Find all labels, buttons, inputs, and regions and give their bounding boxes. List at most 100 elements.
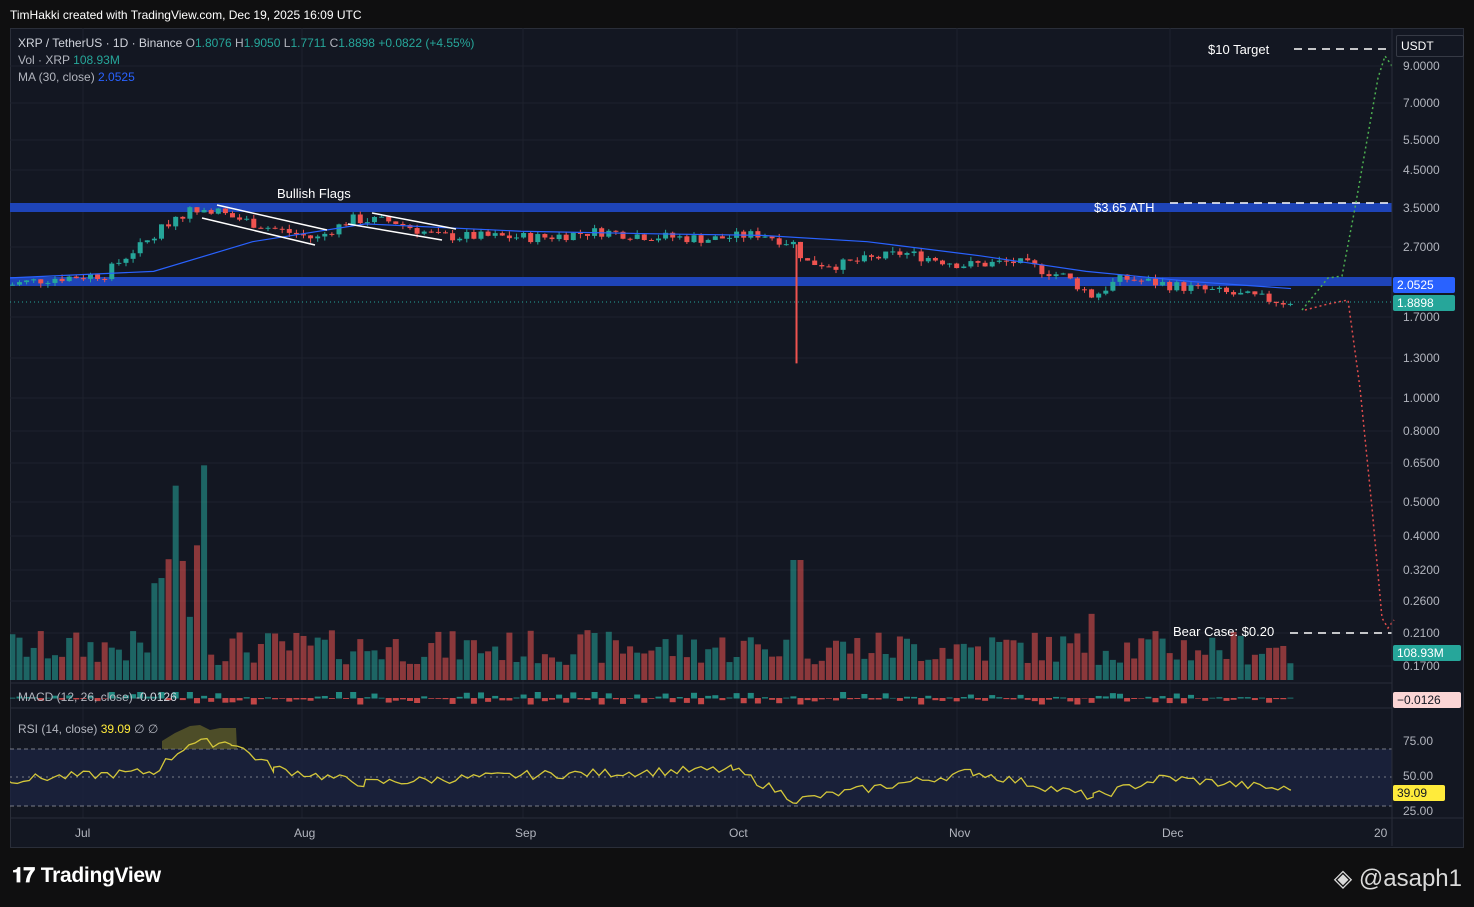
volume-bar bbox=[911, 644, 918, 680]
macd-bar bbox=[591, 692, 598, 699]
volume-bar bbox=[747, 637, 754, 680]
price-tick-label: 7.0000 bbox=[1403, 96, 1440, 110]
candle-body bbox=[1110, 281, 1116, 291]
macd-bar bbox=[896, 698, 903, 701]
volume-bar bbox=[605, 631, 612, 680]
macd-bar bbox=[1116, 693, 1123, 699]
macd-bar bbox=[570, 692, 577, 699]
volume-bar bbox=[584, 630, 591, 680]
volume-bar bbox=[172, 485, 179, 680]
volume-bar bbox=[541, 654, 548, 680]
ath-label: $3.65 ATH bbox=[1094, 200, 1154, 215]
volume-bar bbox=[279, 641, 286, 680]
volume-bar bbox=[634, 652, 641, 680]
candle-body bbox=[783, 244, 789, 246]
volume-bar bbox=[286, 650, 293, 680]
macd-bar bbox=[527, 698, 534, 705]
volume-bar bbox=[967, 647, 974, 680]
candle-body bbox=[109, 263, 115, 280]
macd-bar bbox=[399, 698, 406, 700]
candle-body bbox=[435, 231, 441, 233]
macd-bar bbox=[470, 698, 477, 704]
price-tick-label: 5.5000 bbox=[1403, 133, 1440, 147]
macd-bar bbox=[449, 698, 456, 704]
time-axis-ticks: Jul Aug Sep Oct Nov Dec 20 bbox=[75, 826, 1388, 840]
volume-bar bbox=[1209, 637, 1216, 680]
macd-bar bbox=[1230, 698, 1237, 700]
price-tick-label: 0.5000 bbox=[1403, 495, 1440, 509]
volume-bar bbox=[1173, 659, 1180, 680]
candle-body bbox=[790, 241, 796, 245]
macd-bar bbox=[783, 697, 790, 699]
macd-bar bbox=[1244, 697, 1251, 699]
macd-bar bbox=[861, 693, 868, 699]
volume-bar bbox=[1223, 658, 1230, 680]
volume-bar bbox=[208, 654, 215, 680]
candle-body bbox=[272, 227, 278, 229]
candle-body bbox=[769, 236, 775, 239]
candle-body bbox=[868, 255, 874, 257]
macd-bar bbox=[364, 697, 371, 699]
time-tick-label: Sep bbox=[515, 826, 537, 840]
currency-button[interactable]: USDT bbox=[1396, 35, 1464, 57]
macd-bar bbox=[1266, 698, 1273, 703]
macd-bar bbox=[648, 698, 655, 699]
bullish-flags-label: Bullish Flags bbox=[277, 186, 351, 201]
volume-bar bbox=[236, 632, 243, 680]
candle-body bbox=[38, 279, 44, 284]
candle-body bbox=[400, 223, 406, 226]
candle-body bbox=[584, 233, 590, 236]
volume-bar bbox=[1138, 638, 1145, 680]
candle-body bbox=[521, 233, 527, 238]
macd-bar bbox=[286, 698, 293, 702]
macd-bar bbox=[797, 698, 804, 705]
macd-bar bbox=[1074, 698, 1081, 705]
volume-bar bbox=[1145, 639, 1152, 680]
macd-bar bbox=[101, 698, 108, 699]
macd-bar bbox=[108, 692, 115, 699]
candle-body bbox=[854, 260, 860, 262]
macd-bar bbox=[250, 698, 257, 705]
candle-body bbox=[10, 284, 15, 286]
volume-bar bbox=[1095, 664, 1102, 680]
macd-bar bbox=[1166, 698, 1173, 704]
volume-bar bbox=[627, 646, 634, 680]
volume-bar bbox=[690, 639, 697, 680]
candle-body bbox=[805, 258, 811, 261]
macd-histogram bbox=[10, 692, 1294, 705]
rsi-legend: RSI (14, close) 39.09 ∅ ∅ bbox=[18, 722, 158, 736]
candle-body bbox=[975, 261, 981, 263]
candle-body bbox=[102, 278, 108, 280]
chart-canvas[interactable]: Bullish Flags $3.65 ATH $10 Target Bear … bbox=[10, 28, 1463, 848]
volume-bar bbox=[406, 663, 413, 680]
candle-body bbox=[1167, 281, 1173, 291]
macd-bar bbox=[343, 698, 350, 699]
open-value: 1.8076 bbox=[194, 36, 232, 50]
price-tick-label: 4.5000 bbox=[1403, 163, 1440, 177]
macd-bar bbox=[698, 698, 705, 705]
volume-bar bbox=[1159, 638, 1166, 680]
candle-body bbox=[80, 278, 86, 280]
volume-bar bbox=[243, 652, 250, 680]
volume-bar bbox=[321, 639, 328, 680]
volume-bar bbox=[399, 661, 406, 680]
tradingview-logo[interactable]: 𝟏𝟕 TradingView bbox=[12, 864, 161, 888]
candle-body bbox=[1231, 292, 1237, 295]
candle-body bbox=[478, 231, 484, 239]
volume-bar bbox=[1088, 613, 1095, 680]
candle-body bbox=[379, 216, 385, 218]
volume-bar bbox=[513, 661, 520, 680]
candle-body bbox=[265, 227, 271, 229]
volume-bar bbox=[740, 640, 747, 680]
macd-bar bbox=[300, 698, 307, 700]
candle-body bbox=[996, 260, 1002, 262]
macd-bar bbox=[818, 698, 825, 700]
volume-bar bbox=[804, 658, 811, 680]
candle-body bbox=[570, 232, 576, 241]
macd-bar bbox=[442, 698, 449, 700]
macd-bar bbox=[115, 697, 122, 699]
volume-bar bbox=[676, 634, 683, 680]
price-tick-label: 0.8000 bbox=[1403, 424, 1440, 438]
macd-legend: MACD (12, 26, close) -0.0126 bbox=[18, 690, 177, 704]
volume-bar bbox=[1081, 652, 1088, 680]
